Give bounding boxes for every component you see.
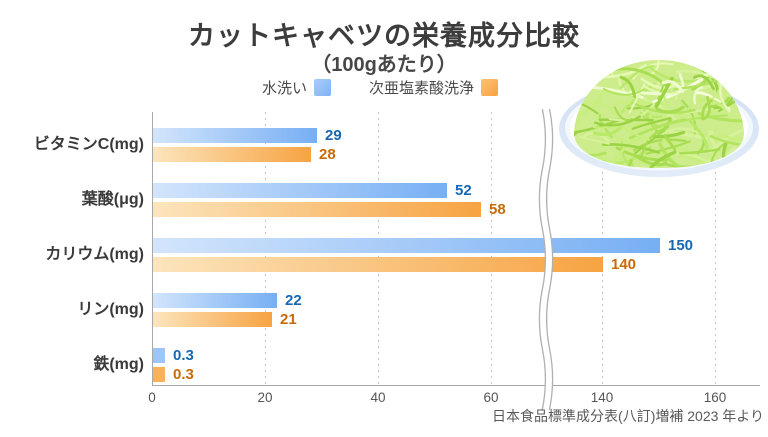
cabbage-strand — [678, 148, 721, 155]
gridline-160 — [715, 112, 716, 385]
cabbage-strand — [613, 106, 633, 122]
cabbage-strand — [617, 101, 669, 107]
x-tick-20: 20 — [257, 390, 273, 405]
value-label-hypochlorous: 58 — [489, 201, 506, 218]
cabbage-strand — [619, 75, 637, 98]
y-axis-line — [152, 112, 153, 386]
cabbage-strand — [701, 99, 713, 121]
bar-water-wash — [153, 348, 165, 363]
cabbage-strand — [631, 117, 672, 130]
cabbage-strand — [691, 60, 726, 65]
legend-item-water-wash: 水洗い — [262, 77, 331, 98]
cabbage-strand — [592, 123, 625, 137]
cabbage-strand — [593, 115, 642, 127]
legend-item-hypochlorous: 次亜塩素酸洗浄 — [369, 77, 499, 98]
cabbage-strand — [648, 150, 677, 168]
cabbage-strand — [594, 60, 603, 68]
bar-hypochlorous — [153, 202, 481, 217]
cabbage-strand — [718, 60, 744, 83]
cabbage-strand — [653, 151, 710, 167]
cabbage-plate-illustration — [557, 60, 759, 181]
value-label-water-wash: 0.3 — [173, 347, 194, 364]
bar-water-wash — [153, 183, 447, 198]
cabbage-strand — [652, 130, 686, 139]
x-tick-40: 40 — [370, 390, 386, 405]
value-label-hypochlorous: 28 — [319, 146, 336, 163]
category-label: カリウム(mg) — [45, 246, 144, 263]
bar-water-wash — [153, 128, 317, 143]
cabbage-strand — [602, 143, 661, 154]
cabbage-strand — [628, 83, 646, 114]
value-label-water-wash: 22 — [285, 292, 302, 309]
cabbage-strand — [586, 101, 615, 114]
cabbage-strand — [616, 144, 631, 161]
cabbage-strand — [658, 142, 698, 168]
cabbage-strand — [622, 159, 633, 168]
cabbage-strand — [701, 95, 711, 121]
cabbage-strand — [619, 123, 650, 141]
cabbage-strand — [612, 136, 643, 164]
x-tick-140: 140 — [590, 390, 614, 405]
bar-hypochlorous — [153, 147, 311, 162]
bar-hypochlorous — [153, 312, 272, 327]
cabbage-strand — [661, 79, 684, 94]
category-label: 葉酸(μg) — [81, 191, 144, 208]
category-label: リン(mg) — [77, 301, 144, 318]
cabbage-strand — [655, 105, 685, 114]
cabbage-strand — [649, 60, 660, 76]
bar-water-wash — [153, 238, 660, 253]
cabbage-strand — [718, 133, 744, 142]
plot-area: ビタミンC(mg) 29 28 葉酸(μg) 52 58 カリウム(mg) 150 140 リン(… — [34, 108, 760, 410]
cabbage-strand — [645, 140, 691, 155]
value-label-hypochlorous: 0.3 — [173, 366, 194, 383]
cabbage-strand — [735, 68, 744, 87]
cabbage-strand — [693, 74, 715, 91]
bar-water-wash — [153, 293, 277, 308]
cabbage-strand — [719, 81, 731, 113]
value-label-water-wash: 52 — [455, 182, 472, 199]
x-axis-line — [152, 385, 760, 386]
cabbage-strand — [574, 119, 580, 148]
cabbage-strand — [693, 86, 703, 105]
chart-title: カットキャベツの栄養成分比較 — [188, 21, 580, 51]
legend-label-hypochlorous: 次亜塩素酸洗浄 — [369, 80, 475, 97]
cabbage-strand — [663, 134, 677, 152]
cabbage-strand — [721, 141, 728, 159]
cabbage-strand — [640, 77, 677, 90]
cabbage-strand — [587, 61, 618, 72]
cabbage-strand — [604, 60, 614, 76]
cabbage-strand — [602, 87, 645, 96]
x-tick-160: 160 — [703, 390, 727, 405]
cabbage-strand — [696, 97, 728, 111]
cabbage-strand — [628, 118, 686, 140]
cabbage-strand — [574, 87, 606, 119]
category-label: ビタミンC(mg) — [33, 136, 144, 153]
value-label-water-wash: 150 — [668, 237, 694, 254]
cabbage-strand — [574, 60, 595, 69]
cabbage-strand — [688, 118, 709, 151]
x-tick-0: 0 — [148, 390, 156, 405]
cabbage-strand — [557, 165, 573, 181]
legend-swatch-orange-icon — [481, 79, 499, 96]
bar-hypochlorous — [153, 257, 603, 272]
source-note: 日本食品標準成分表(八訂)増補 2023 年より — [492, 408, 764, 424]
cabbage-strand — [734, 75, 744, 103]
cabbage-strand — [586, 60, 593, 66]
cabbage-strands — [557, 60, 744, 181]
value-label-hypochlorous: 21 — [280, 311, 297, 328]
value-label-water-wash: 29 — [325, 127, 342, 144]
legend-label-water-wash: 水洗い — [261, 80, 307, 97]
cabbage-strand — [574, 118, 623, 136]
bar-hypochlorous — [153, 367, 165, 382]
legend: 水洗い 次亜塩素酸洗浄 — [0, 77, 760, 98]
category-label: 鉄(mg) — [93, 356, 144, 373]
chart-subtitle: （100gあたり） — [311, 54, 457, 76]
cabbage-strand — [574, 64, 609, 75]
cabbage-strand — [579, 136, 610, 145]
x-tick-60: 60 — [483, 390, 499, 405]
value-label-hypochlorous: 140 — [611, 256, 637, 273]
legend-swatch-blue-icon — [314, 79, 331, 96]
